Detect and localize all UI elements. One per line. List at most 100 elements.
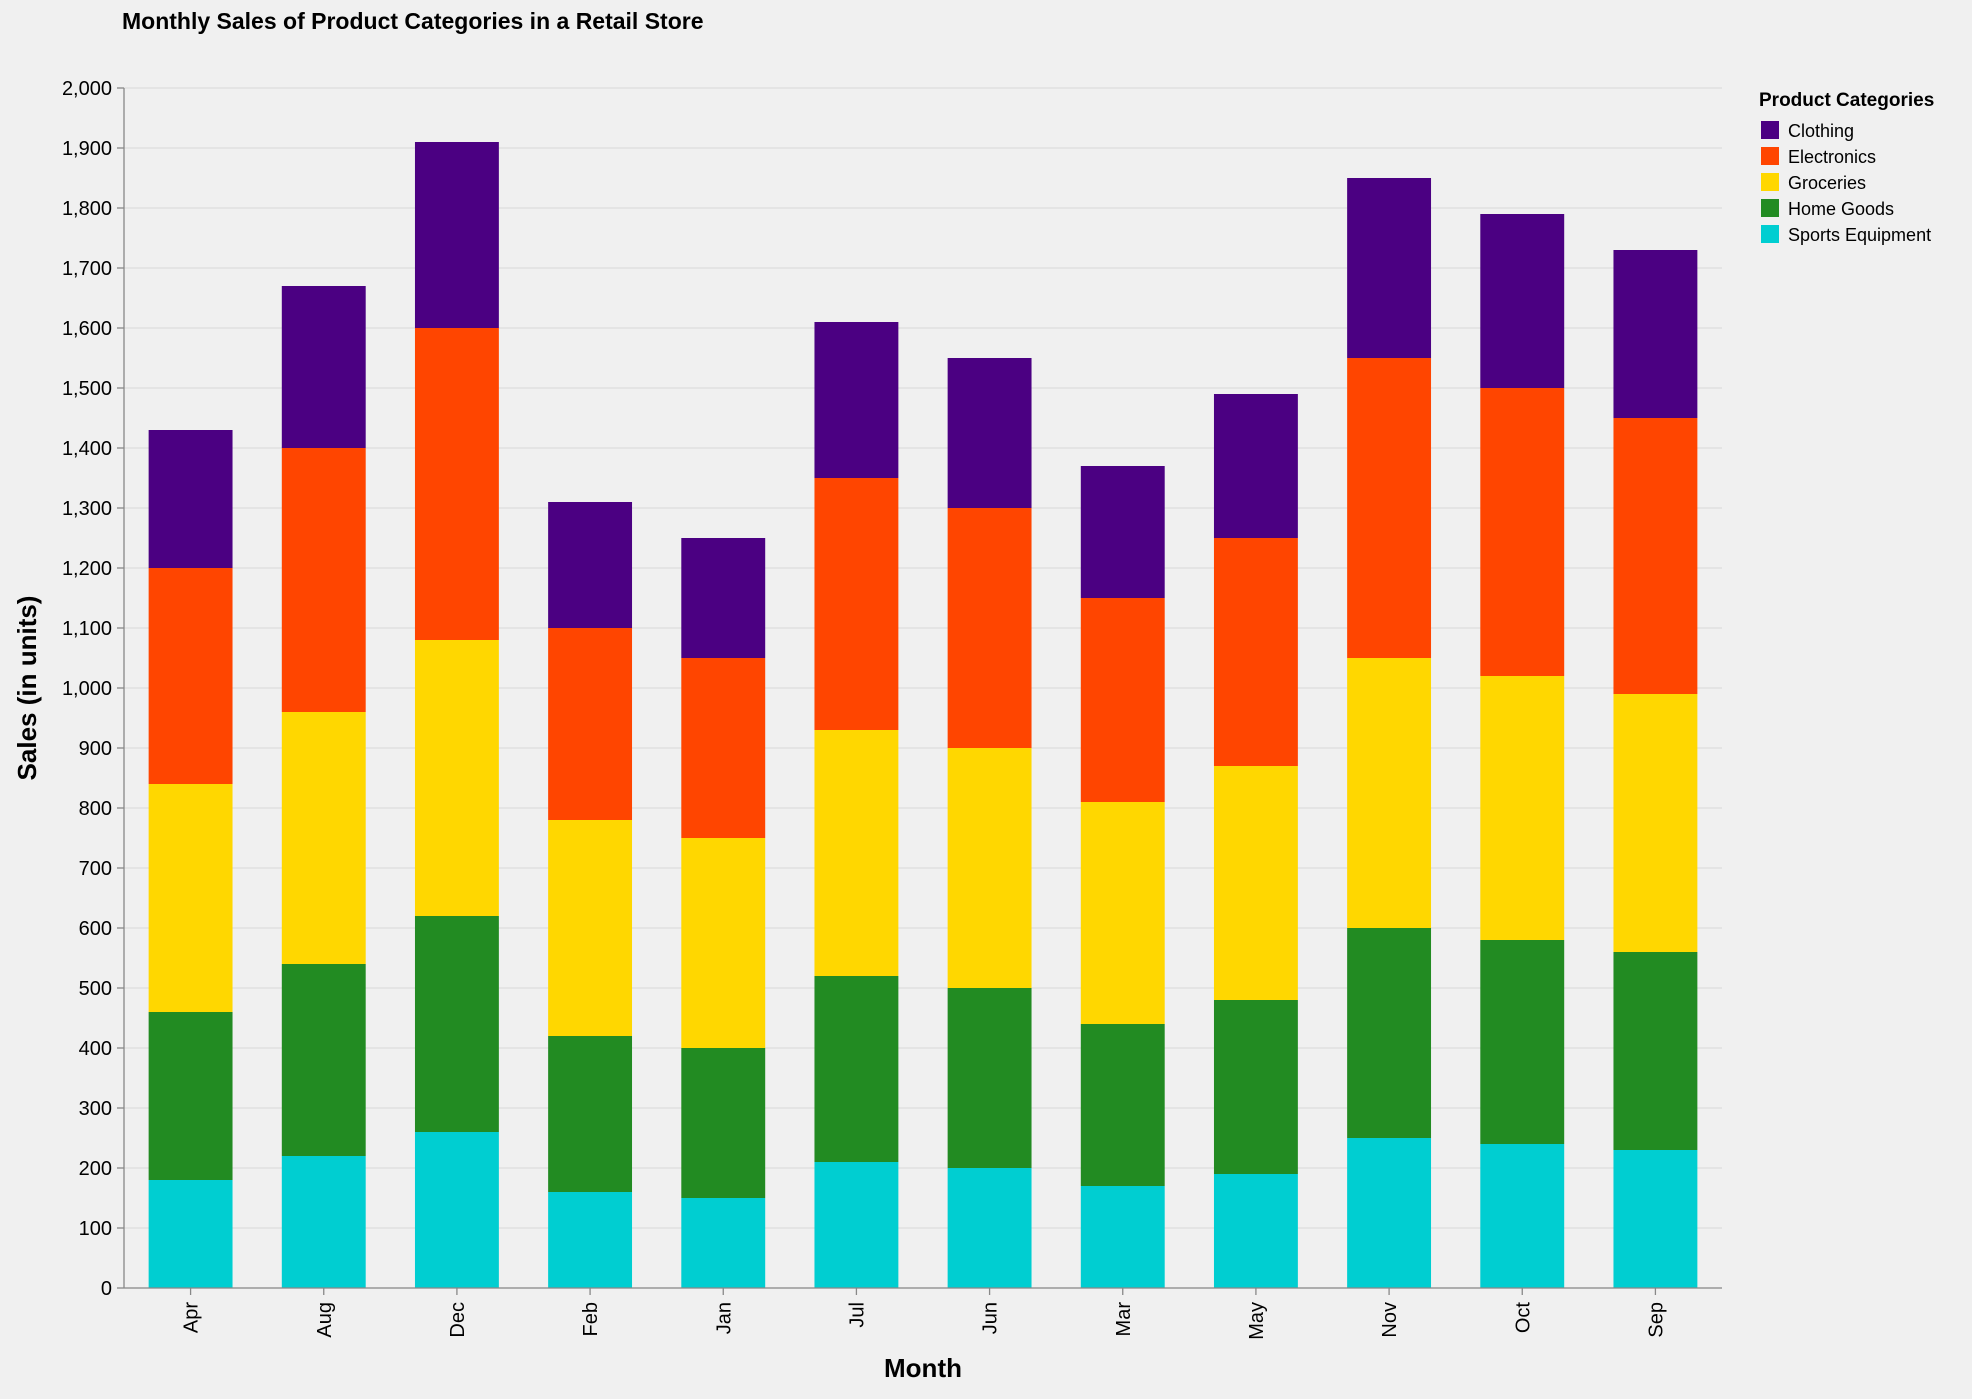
legend: Product Categories Clothing Electronics Gr… [1759, 90, 1934, 245]
x-axis-title: Month [884, 1353, 962, 1383]
x-tick-label: Dec [447, 1302, 469, 1338]
bar-home-goods-sep [1613, 952, 1698, 1150]
bars [148, 142, 1698, 1288]
bar-sports-equipment-jan [681, 1198, 766, 1288]
bar-electronics-nov [1347, 358, 1432, 658]
y-tick-label: 600 [79, 918, 112, 940]
bar-sports-equipment-feb [548, 1192, 633, 1288]
bar-groceries-dec [414, 640, 499, 916]
bar-sports-equipment-apr [148, 1180, 233, 1288]
y-tick-label: 1,900 [62, 138, 112, 160]
bar-groceries-mar [1080, 802, 1165, 1024]
bar-electronics-jun [947, 508, 1032, 748]
x-tick-label: Jul [846, 1302, 868, 1328]
y-tick-label: 700 [79, 858, 112, 880]
y-tick-label: 1,700 [62, 258, 112, 280]
bar-groceries-oct [1480, 676, 1565, 940]
bar-clothing-aug [281, 286, 366, 448]
bar-groceries-apr [148, 784, 233, 1012]
bar-home-goods-dec [414, 916, 499, 1132]
legend-swatch [1761, 147, 1779, 165]
bar-electronics-feb [548, 628, 633, 820]
y-tick-label: 200 [79, 1158, 112, 1180]
legend-label: Clothing [1788, 121, 1854, 141]
legend-label: Home Goods [1788, 199, 1894, 219]
y-tick-label: 1,300 [62, 498, 112, 520]
bar-sports-equipment-nov [1347, 1138, 1432, 1288]
y-tick-label: 2,000 [62, 78, 112, 100]
bar-home-goods-apr [148, 1012, 233, 1180]
bar-clothing-oct [1480, 214, 1565, 388]
x-tick-label: Oct [1512, 1302, 1534, 1334]
bar-sports-equipment-mar [1080, 1186, 1165, 1288]
bar-electronics-aug [281, 448, 366, 712]
legend-label: Electronics [1788, 147, 1876, 167]
x-tick-label: Nov [1379, 1302, 1401, 1338]
bar-home-goods-mar [1080, 1024, 1165, 1186]
x-tick-label: Apr [181, 1302, 203, 1333]
bar-groceries-feb [548, 820, 633, 1036]
legend-label: Groceries [1788, 173, 1866, 193]
bar-electronics-sep [1613, 418, 1698, 694]
y-tick-label: 1,400 [62, 438, 112, 460]
y-tick-label: 1,200 [62, 558, 112, 580]
bar-home-goods-nov [1347, 928, 1432, 1138]
bar-home-goods-jan [681, 1048, 766, 1198]
bar-clothing-feb [548, 502, 633, 628]
y-tick-label: 0 [101, 1278, 112, 1300]
bar-sports-equipment-may [1213, 1174, 1298, 1288]
bar-groceries-jun [947, 748, 1032, 988]
x-tick-label: Feb [580, 1302, 602, 1336]
y-axis-title: Sales (in units) [12, 596, 42, 781]
bar-clothing-jan [681, 538, 766, 658]
x-tick-label: Jun [980, 1302, 1002, 1334]
bar-electronics-jul [814, 478, 899, 730]
y-tick-label: 1,500 [62, 378, 112, 400]
legend-swatch [1761, 121, 1779, 139]
bar-sports-equipment-sep [1613, 1150, 1698, 1288]
bar-groceries-sep [1613, 694, 1698, 952]
bar-home-goods-jul [814, 976, 899, 1162]
bar-clothing-apr [148, 430, 233, 568]
bar-electronics-may [1213, 538, 1298, 766]
bar-groceries-jan [681, 838, 766, 1048]
legend-label: Sports Equipment [1788, 225, 1931, 245]
gridlines [124, 87, 1722, 1289]
y-tick-label: 300 [79, 1098, 112, 1120]
y-tick-label: 1,600 [62, 318, 112, 340]
bar-groceries-nov [1347, 658, 1432, 928]
bar-clothing-jul [814, 322, 899, 478]
x-tick-label: Sep [1645, 1302, 1667, 1338]
x-tick-label: Mar [1113, 1302, 1135, 1337]
bar-sports-equipment-jul [814, 1162, 899, 1288]
bar-electronics-apr [148, 568, 233, 784]
bar-home-goods-aug [281, 964, 366, 1156]
bar-groceries-may [1213, 766, 1298, 1000]
bar-home-goods-may [1213, 1000, 1298, 1174]
legend-swatch [1761, 173, 1779, 191]
bar-sports-equipment-jun [947, 1168, 1032, 1288]
bar-clothing-dec [414, 142, 499, 328]
y-tick-label: 1,800 [62, 198, 112, 220]
bar-clothing-sep [1613, 250, 1698, 418]
bar-home-goods-jun [947, 988, 1032, 1168]
y-tick-label: 500 [79, 978, 112, 1000]
bar-sports-equipment-aug [281, 1156, 366, 1288]
chart-title: Monthly Sales of Product Categories in a… [122, 8, 704, 34]
bar-electronics-oct [1480, 388, 1565, 676]
x-tick-label: May [1246, 1302, 1268, 1340]
bar-groceries-jul [814, 730, 899, 976]
y-tick-label: 400 [79, 1038, 112, 1060]
y-tick-label: 1,000 [62, 678, 112, 700]
x-tick-label: Jan [713, 1302, 735, 1334]
bar-sports-equipment-oct [1480, 1144, 1565, 1288]
y-tick-label: 100 [79, 1218, 112, 1240]
bar-clothing-jun [947, 358, 1032, 508]
y-tick-label: 1,100 [62, 618, 112, 640]
bar-groceries-aug [281, 712, 366, 964]
bar-clothing-nov [1347, 178, 1432, 358]
bar-electronics-mar [1080, 598, 1165, 802]
y-axis: 0 100 200 300 400 500 600 700 800 900 1,000 1,100 1,… [62, 78, 125, 1300]
